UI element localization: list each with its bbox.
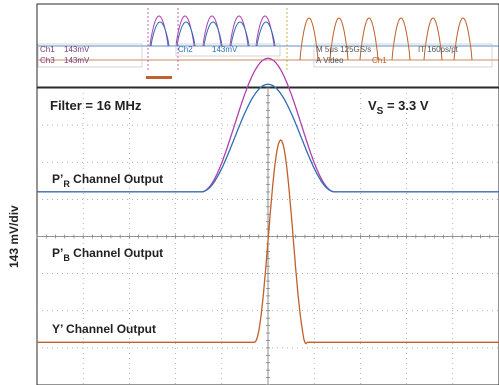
overview-burst-blue bbox=[176, 21, 196, 47]
overview-burst-blue bbox=[256, 21, 276, 47]
y-channel-label: Y’ Channel Output bbox=[52, 322, 156, 336]
overview-burst-blue bbox=[203, 21, 223, 47]
pb-channel-label: P’B Channel Output bbox=[52, 246, 163, 263]
overview-frame bbox=[36, 3, 499, 88]
trigger-source: Ch1 bbox=[372, 56, 387, 65]
overview-marker bbox=[146, 76, 172, 79]
ch2-readout: Ch2 bbox=[178, 45, 193, 54]
overview-burst-orange bbox=[391, 17, 411, 61]
labels: Filter = 16 MHz VS = 3.3 V P’R Channel O… bbox=[50, 98, 429, 336]
traces bbox=[37, 57, 499, 345]
trigger-readout: A Video bbox=[316, 56, 344, 65]
overview-burst-blue bbox=[230, 21, 250, 47]
ch3-readout: Ch3 bbox=[40, 56, 55, 65]
graticule bbox=[36, 87, 499, 385]
overview-burst-orange bbox=[423, 17, 443, 61]
supply-main: V bbox=[368, 98, 377, 113]
supply-sub: S bbox=[377, 106, 384, 117]
readout-panel-mid bbox=[175, 43, 281, 57]
ch2-scale: 143mV bbox=[212, 45, 238, 54]
trace-1 bbox=[37, 83, 499, 193]
ch1-scale: 143mV bbox=[64, 45, 90, 54]
trace-2 bbox=[37, 139, 499, 345]
ch1-readout: Ch1 bbox=[40, 45, 55, 54]
overview-strip bbox=[36, 3, 499, 88]
overview-burst-orange bbox=[359, 17, 379, 61]
overview-burst-orange bbox=[453, 17, 473, 61]
overview-burst-orange bbox=[329, 17, 349, 61]
overview-burst-blue bbox=[150, 21, 170, 47]
supply-annotation: VS = 3.3 V bbox=[368, 98, 429, 117]
overview-burst-orange bbox=[299, 17, 319, 61]
ch3-scale: 143mV bbox=[64, 56, 90, 65]
readout-panel-right bbox=[313, 43, 493, 68]
pr-channel-label: P’R Channel Output bbox=[52, 172, 163, 189]
sample-readout: IT 160ps/pt bbox=[418, 45, 459, 54]
supply-value: = 3.3 V bbox=[383, 98, 428, 113]
readout-panel-left bbox=[37, 43, 143, 68]
filter-annotation: Filter = 16 MHz bbox=[50, 98, 142, 113]
timebase-readout: M 5μs 125GS/s bbox=[316, 45, 371, 54]
overview-readouts: Ch1 143mV Ch3 143mV Ch2 143mV M 5μs 125G… bbox=[40, 45, 459, 65]
